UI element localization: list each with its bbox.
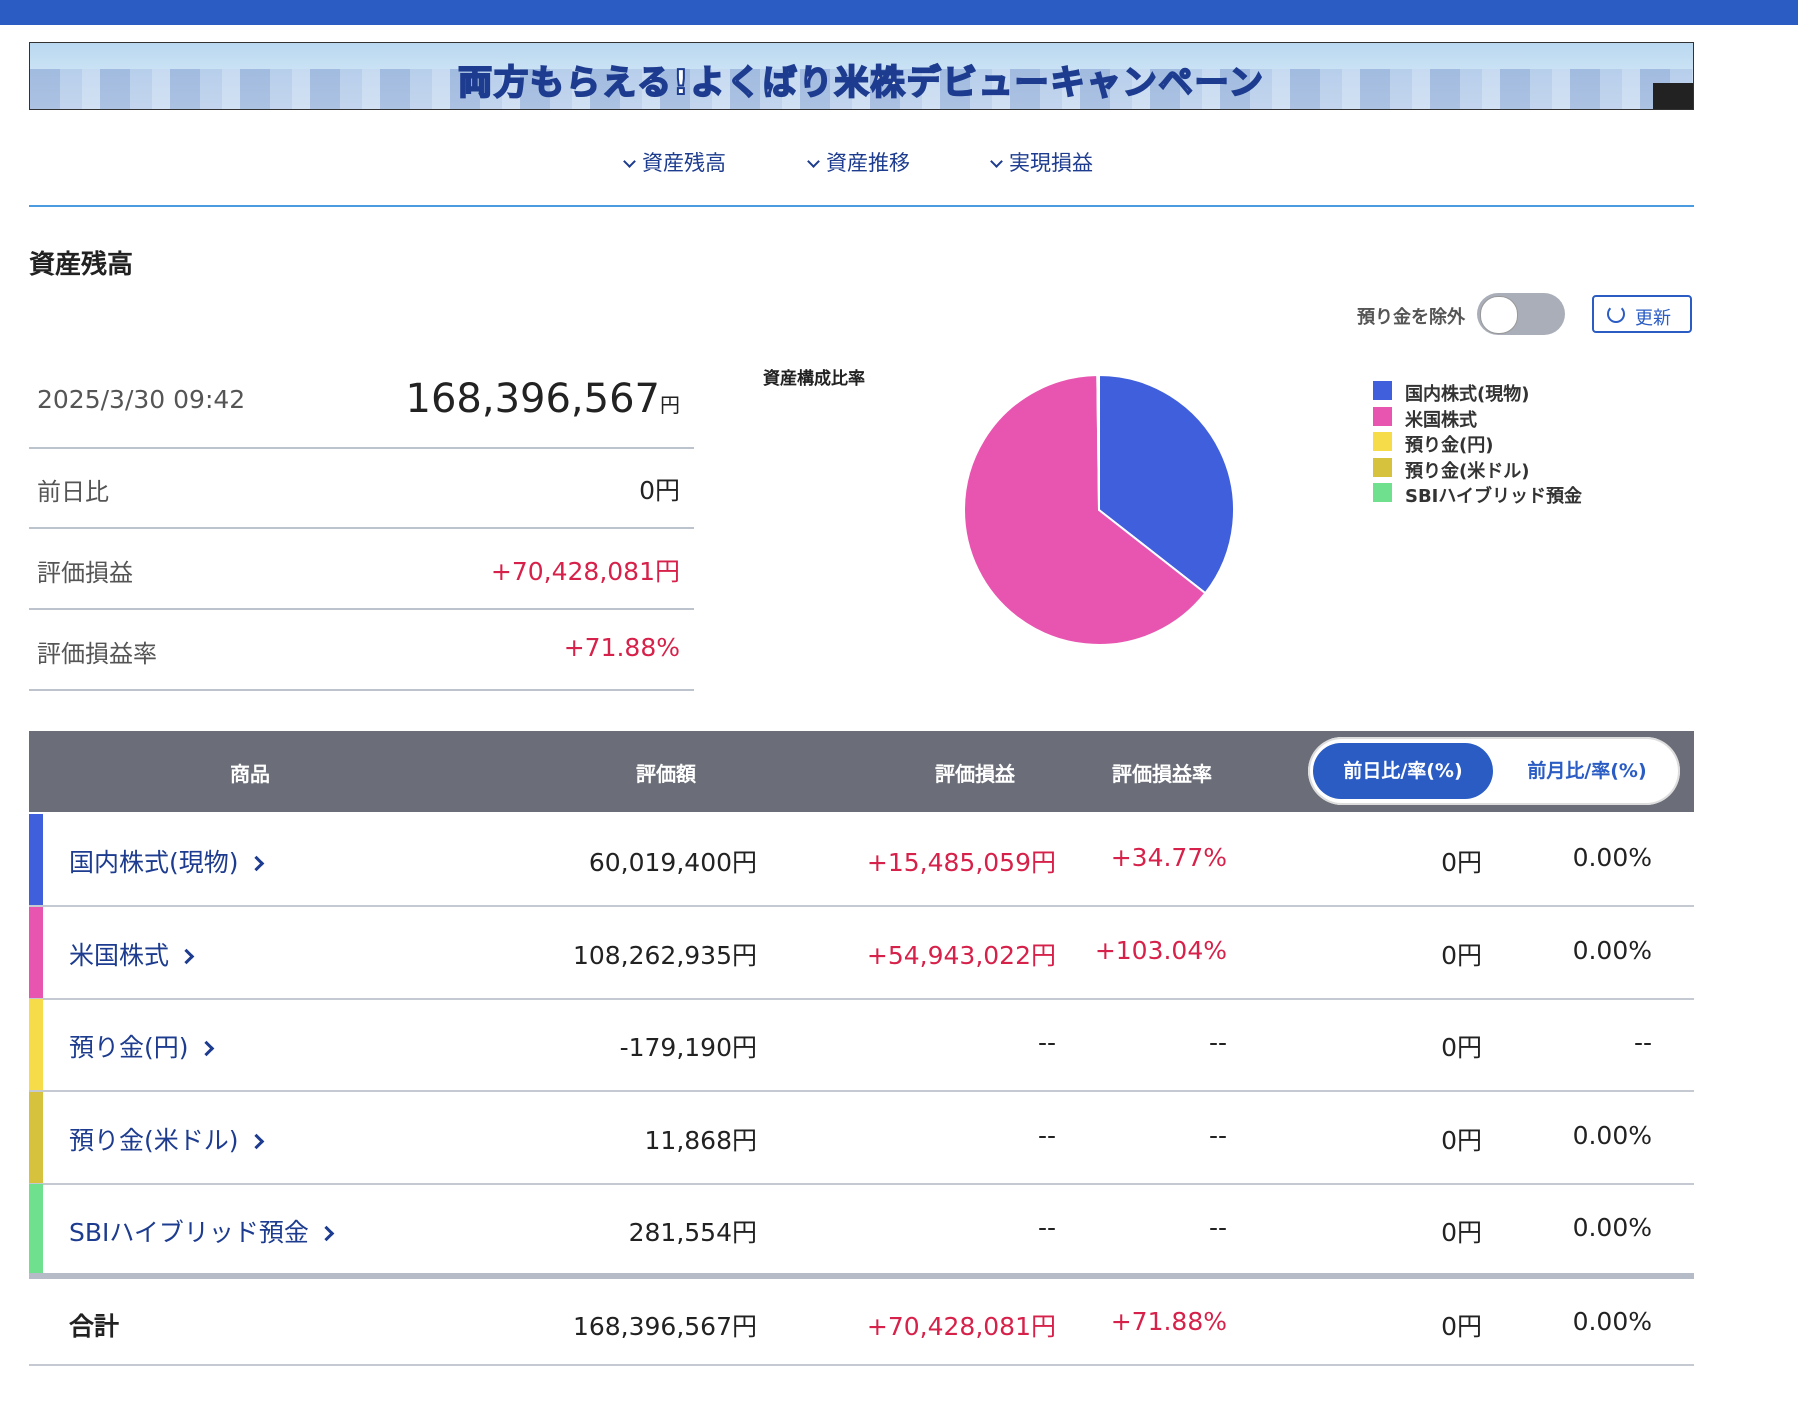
summary-label: 評価損益率	[37, 640, 157, 668]
summary-divider	[29, 527, 694, 529]
row-cell: -179,190円	[619, 1033, 757, 1062]
total-cell: 168,396,567円	[572, 1312, 757, 1341]
row-cell: 11,868円	[644, 1125, 757, 1155]
row-cell: 0円	[1441, 848, 1482, 877]
legend-swatch	[1373, 457, 1392, 477]
legend-swatch	[1373, 381, 1392, 400]
row-cell: --	[1633, 1028, 1652, 1057]
total-value: 168,396,567	[405, 376, 660, 422]
total-cell: +70,428,081円	[866, 1312, 1056, 1341]
row-cell: 0.00%	[1572, 935, 1652, 965]
row-cell: 281,554円	[628, 1218, 757, 1247]
legend-label: 預り金(米ドル)	[1405, 460, 1530, 482]
pie-title: 資産構成比率	[763, 369, 865, 389]
table-header-cell: 評価損益率	[1112, 762, 1212, 786]
refresh-icon	[1607, 305, 1625, 323]
row-cell: +54,943,022円	[866, 940, 1056, 970]
summary-divider	[29, 608, 694, 610]
row-color-strip	[29, 1184, 43, 1276]
summary-divider	[29, 689, 694, 691]
legend-swatch	[1373, 406, 1392, 426]
row-cell: +103.04%	[1094, 935, 1227, 965]
top-bar	[0, 0, 1798, 25]
row-divider	[29, 905, 1694, 907]
nav-divider	[29, 205, 1694, 207]
legend-label: SBIハイブリッド預金	[1405, 486, 1583, 507]
row-cell: +15,485,059円	[866, 848, 1056, 877]
toggle-knob	[1480, 296, 1518, 334]
tab-button[interactable]: 前月比/率(%)	[1497, 743, 1677, 799]
legend-label: 米国株式	[1405, 409, 1477, 431]
legend-swatch	[1373, 432, 1392, 451]
summary-value: +71.88%	[563, 633, 680, 662]
row-cell: 0円	[1441, 1125, 1482, 1155]
row-divider	[29, 1090, 1694, 1092]
row-name-link[interactable]: 預り金(円)	[69, 1028, 212, 1064]
legend-label: 国内株式(現物)	[1405, 384, 1530, 405]
total-cell: +71.88%	[1110, 1307, 1227, 1336]
summary-datetime: 2025/3/30 09:42	[37, 385, 246, 414]
row-cell: 108,262,935円	[572, 940, 757, 970]
row-cell: 60,019,400円	[588, 848, 757, 877]
banner-text: 両方もらえる!よくばり米株デビューキャンペーン	[457, 62, 1265, 104]
banner-play	[1653, 83, 1693, 109]
row-name-link[interactable]: 米国株式	[69, 936, 192, 972]
summary-total: 168,396,567円	[380, 376, 680, 422]
summary-label: 前日比	[37, 478, 109, 506]
row-color-strip	[29, 1091, 43, 1184]
nav-link[interactable]: 資産推移	[809, 147, 910, 177]
summary-value: +70,428,081円	[490, 557, 680, 586]
legend-label: 預り金(円)	[1405, 435, 1494, 456]
total-unit: 円	[660, 393, 680, 417]
table-header-cell: 評価損益	[935, 762, 1015, 786]
row-cell: 0.00%	[1572, 1213, 1652, 1242]
total-divider	[29, 1273, 1694, 1279]
tab-button[interactable]: 前日比/率(%)	[1313, 743, 1493, 799]
refresh-button[interactable]: 更新	[1592, 295, 1692, 333]
nav-link[interactable]: 資産残高	[625, 147, 726, 177]
summary-value: 0円	[639, 476, 680, 505]
nav-link[interactable]: 実現損益	[992, 147, 1093, 177]
row-cell: --	[1037, 1028, 1056, 1057]
row-cell: 0円	[1441, 1218, 1482, 1247]
row-color-strip	[29, 906, 43, 999]
row-name-link[interactable]: 国内株式(現物)	[69, 843, 262, 879]
summary-divider	[29, 447, 694, 449]
banner-city	[30, 69, 1693, 109]
row-cell: 0円	[1441, 1033, 1482, 1062]
row-cell: 0円	[1441, 940, 1482, 970]
row-cell: --	[1208, 1213, 1227, 1242]
row-cell: +34.77%	[1110, 843, 1227, 872]
row-color-strip	[29, 999, 43, 1091]
pie-slice	[1098, 373, 1235, 595]
table-header-cell: 商品	[230, 762, 270, 786]
total-cell: 0円	[1441, 1312, 1482, 1341]
pie-chart	[963, 373, 1235, 646]
section-title: 資産残高	[29, 250, 134, 280]
summary-label: 評価損益	[37, 559, 133, 587]
total-cell: 0.00%	[1572, 1307, 1652, 1336]
table-bottom-line	[29, 1364, 1694, 1366]
row-color-strip	[29, 814, 43, 906]
table-header-cell: 評価額	[636, 762, 696, 786]
legend-swatch	[1373, 483, 1392, 502]
row-name-link[interactable]: SBIハイブリッド預金	[69, 1213, 332, 1249]
pie-slice	[1096, 373, 1100, 511]
banner[interactable]: 両方もらえる!よくばり米株デビューキャンペーン	[29, 42, 1694, 110]
row-name-link[interactable]: 預り金(米ドル)	[69, 1121, 262, 1157]
row-cell: --	[1037, 1213, 1056, 1242]
toggle[interactable]	[1477, 293, 1565, 335]
row-cell: 0.00%	[1572, 843, 1652, 872]
refresh-label: 更新	[1635, 308, 1671, 329]
toggle-label: 預り金を除外	[1357, 307, 1465, 328]
row-cell: --	[1208, 1120, 1227, 1150]
row-cell: 0.00%	[1572, 1120, 1652, 1150]
row-divider	[29, 1182, 1694, 1185]
row-cell: --	[1208, 1028, 1227, 1057]
row-cell: --	[1037, 1120, 1056, 1150]
row-divider	[29, 997, 1694, 1000]
total-label: 合計	[69, 1312, 120, 1341]
pie-slice	[963, 373, 1207, 646]
